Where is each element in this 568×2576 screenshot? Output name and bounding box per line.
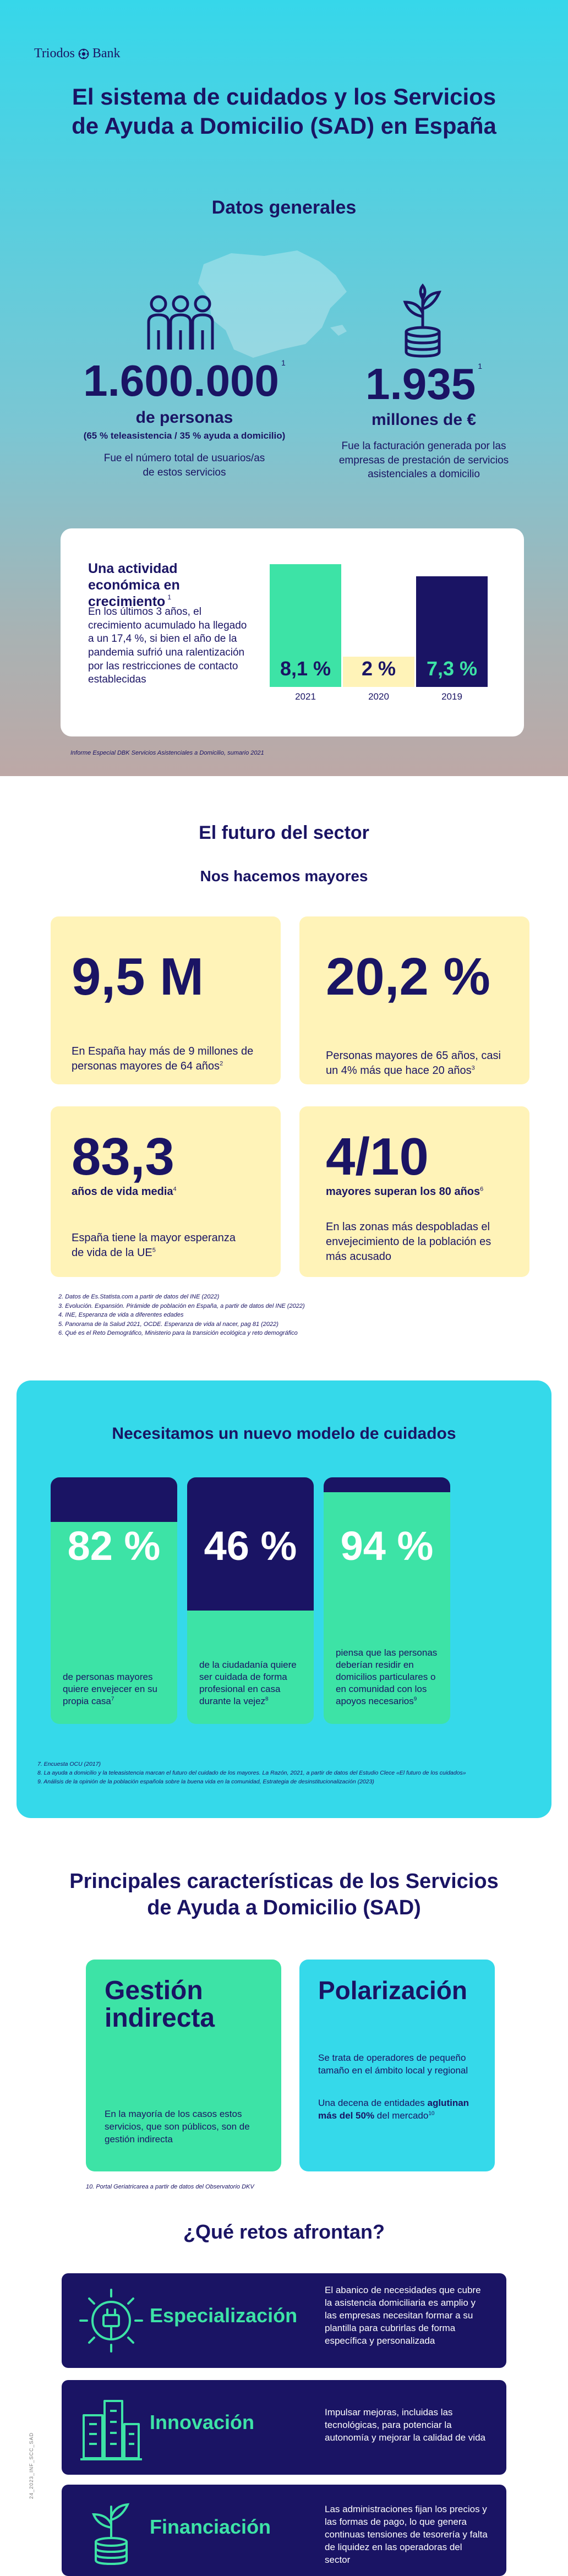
page-title-line1: El sistema de cuidados y los Servicios xyxy=(72,84,496,110)
challenge-innovacion-text: Impulsar mejoras, incluidas las tecnológ… xyxy=(325,2407,485,2443)
bar-label-2019: 7,3 % xyxy=(426,657,478,680)
activity-title-sup: 1 xyxy=(167,593,172,601)
activity-description: En los últimos 3 años, el crecimiento ac… xyxy=(88,606,247,686)
logo-text-triodos: Triodos xyxy=(34,46,75,61)
users-total-sup: 1 xyxy=(281,358,286,367)
plug-icon xyxy=(79,2289,143,2353)
challenge-innovacion-title: Innovación xyxy=(150,2411,255,2433)
revenue-sup: 1 xyxy=(478,362,482,370)
care-model-column-fill xyxy=(324,1477,450,1492)
challenge-card-innovacion: Innovación Impulsar mejoras, incluidas l… xyxy=(62,2380,506,2475)
care-model-column: 94 % piensa que las personas deberían res… xyxy=(324,1477,450,1724)
general-heading: Datos generales xyxy=(211,197,357,218)
bar-2021: 8,1 % xyxy=(270,564,341,687)
stat-card-population: 9,5 M En España hay más de 9 millones de… xyxy=(51,916,281,1084)
stat-card-life-expectancy-number: 83,3 xyxy=(72,1127,174,1186)
activity-card: Una actividad económica en crecimiento 1 … xyxy=(61,528,524,736)
characteristics-heading: Principales características de los Servi… xyxy=(69,1870,499,1919)
care-model-column-text: de personas mayores quiere envejecer en … xyxy=(63,1671,158,1706)
future-subheading: Nos hacemos mayores xyxy=(200,867,368,885)
care-model-column-value: 94 % xyxy=(340,1523,434,1569)
page-title-line2: de Ayuda a Domicilio (SAD) en España xyxy=(72,112,496,139)
care-model-notes: 7. Encuesta OCU (2017) 8. La ayuda a dom… xyxy=(37,1761,466,1785)
revenue-value: 1.935 1 xyxy=(365,359,482,408)
revenue-unit: millones de € xyxy=(371,411,477,429)
bar-2020: 2 % xyxy=(343,657,414,687)
activity-title: Una actividad económica en crecimiento 1 xyxy=(88,561,180,609)
bar-label-2021: 8,1 % xyxy=(280,657,331,680)
care-model-column-value: 46 % xyxy=(204,1523,297,1569)
care-model-section: Necesitamos un nuevo modelo de cuidados … xyxy=(17,1380,551,1818)
care-model-heading: Necesitamos un nuevo modelo de cuidados xyxy=(112,1425,456,1443)
care-model-column-text: de la ciudadanía quiere ser cuidada de f… xyxy=(199,1659,297,1706)
characteristics-note: 10. Portal Geriatricarea a partir de dat… xyxy=(86,2184,254,2190)
care-model-column-text: piensa que las personas deberían residir… xyxy=(336,1647,438,1706)
challenge-card-financiacion: Financiación Las administraciones fijan … xyxy=(62,2485,506,2576)
challenge-especializacion-title: Especialización xyxy=(150,2304,298,2327)
stat-card-population-number: 9,5 M xyxy=(72,947,204,1006)
document-code: 24_2023_INF_SCC_SAD xyxy=(29,2432,34,2499)
stat-card-over-80-number: 4/10 xyxy=(326,1127,429,1186)
users-unit: de personas xyxy=(135,408,233,427)
spain-map-icon xyxy=(198,250,347,358)
stat-card-elderly-share-number: 20,2 % xyxy=(326,947,490,1006)
bar-year-2021: 2021 xyxy=(295,691,316,702)
care-model-column-fill xyxy=(51,1477,177,1522)
char-card-gestion-text: En la mayoría de los casos estos servici… xyxy=(105,2109,250,2144)
users-breakdown: (65 % teleasistencia / 35 % ayuda a domi… xyxy=(83,430,286,441)
care-model-column: 82 % de personas mayores quiere envejecer… xyxy=(51,1477,177,1724)
future-heading: El futuro del sector xyxy=(199,822,369,843)
revenue-description: Fue la facturación generada por las empr… xyxy=(338,440,509,481)
coins-plant-icon xyxy=(403,283,441,358)
stat-card-over-80-text: En las zonas más despobladas el envejeci… xyxy=(326,1221,491,1263)
char-card-polarizacion-text2: Una decena de entidades aglutinan más de… xyxy=(318,2098,469,2121)
users-description: Fue el número total de usuarios/as de es… xyxy=(103,452,265,478)
hero-section: Triodos Bank El sistema de cuidados y lo… xyxy=(0,0,568,776)
stat-card-population-text: En España hay más de 9 millones de perso… xyxy=(72,1045,254,1072)
stat-card-elderly-share: 20,2 % Personas mayores de 65 años, casi… xyxy=(299,916,529,1084)
char-card-gestion: Gestión indirecta En la mayoría de los c… xyxy=(86,1960,281,2171)
future-notes: 2. Datos de Es.Statista.com a partir de … xyxy=(58,1294,305,1336)
logo-text-bank: Bank xyxy=(92,46,121,61)
bar-label-2020: 2 % xyxy=(361,657,396,680)
general-source-note: Informe Especial DBK Servicios Asistenci… xyxy=(70,750,264,756)
buildings-icon xyxy=(80,2400,142,2460)
char-card-gestion-title: Gestión indirecta xyxy=(105,1976,215,2033)
stat-card-over-80-bold: mayores superan los 80 años6 xyxy=(326,1186,484,1198)
char-card-polarizacion-text1: Se trata de operadores de pequeño tamaño… xyxy=(318,2053,468,2076)
char-card-polarizacion-title: Polarización xyxy=(318,1976,467,2005)
bar-2019: 7,3 % xyxy=(416,576,488,687)
stat-card-life-expectancy-bold: años de vida media4 xyxy=(72,1186,177,1198)
challenge-financiacion-title: Financiación xyxy=(150,2515,271,2538)
care-model-column: 46 % de la ciudadanía quiere ser cuidada … xyxy=(187,1477,314,1724)
users-total-value: 1.600.000 1 xyxy=(83,356,286,405)
bar-year-2019: 2019 xyxy=(441,691,462,702)
challenges-heading: ¿Qué retos afrontan? xyxy=(183,2220,385,2243)
people-group-icon xyxy=(147,295,214,350)
challenge-financiacion-text: Las administraciones fijan los precios y… xyxy=(325,2504,488,2565)
challenge-especializacion-text: El abanico de necesidades que cubre la a… xyxy=(325,2285,481,2346)
bar-year-2020: 2020 xyxy=(368,691,389,702)
stat-card-life-expectancy: 83,3 años de vida media4 España tiene la… xyxy=(51,1106,281,1277)
stat-card-life-expectancy-text: España tiene la mayor esperanza de vida … xyxy=(72,1232,236,1259)
stat-card-elderly-share-text: Personas mayores de 65 años, casi un 4% … xyxy=(326,1050,501,1077)
logo-mark-icon xyxy=(78,48,89,59)
care-model-column-fill xyxy=(187,1477,314,1611)
page-title: El sistema de cuidados y los Servicios d… xyxy=(0,83,568,140)
triodos-logo[interactable]: Triodos Bank xyxy=(34,46,121,61)
coins-plant-icon xyxy=(92,2503,130,2566)
challenge-card-especializacion: Especialización El abanico de necesidade… xyxy=(62,2273,506,2368)
care-model-column-value: 82 % xyxy=(67,1523,161,1569)
char-card-polarizacion: Polarización Se trata de operadores de p… xyxy=(299,1960,495,2171)
stat-card-over-80: 4/10 mayores superan los 80 años6 En las… xyxy=(299,1106,529,1277)
